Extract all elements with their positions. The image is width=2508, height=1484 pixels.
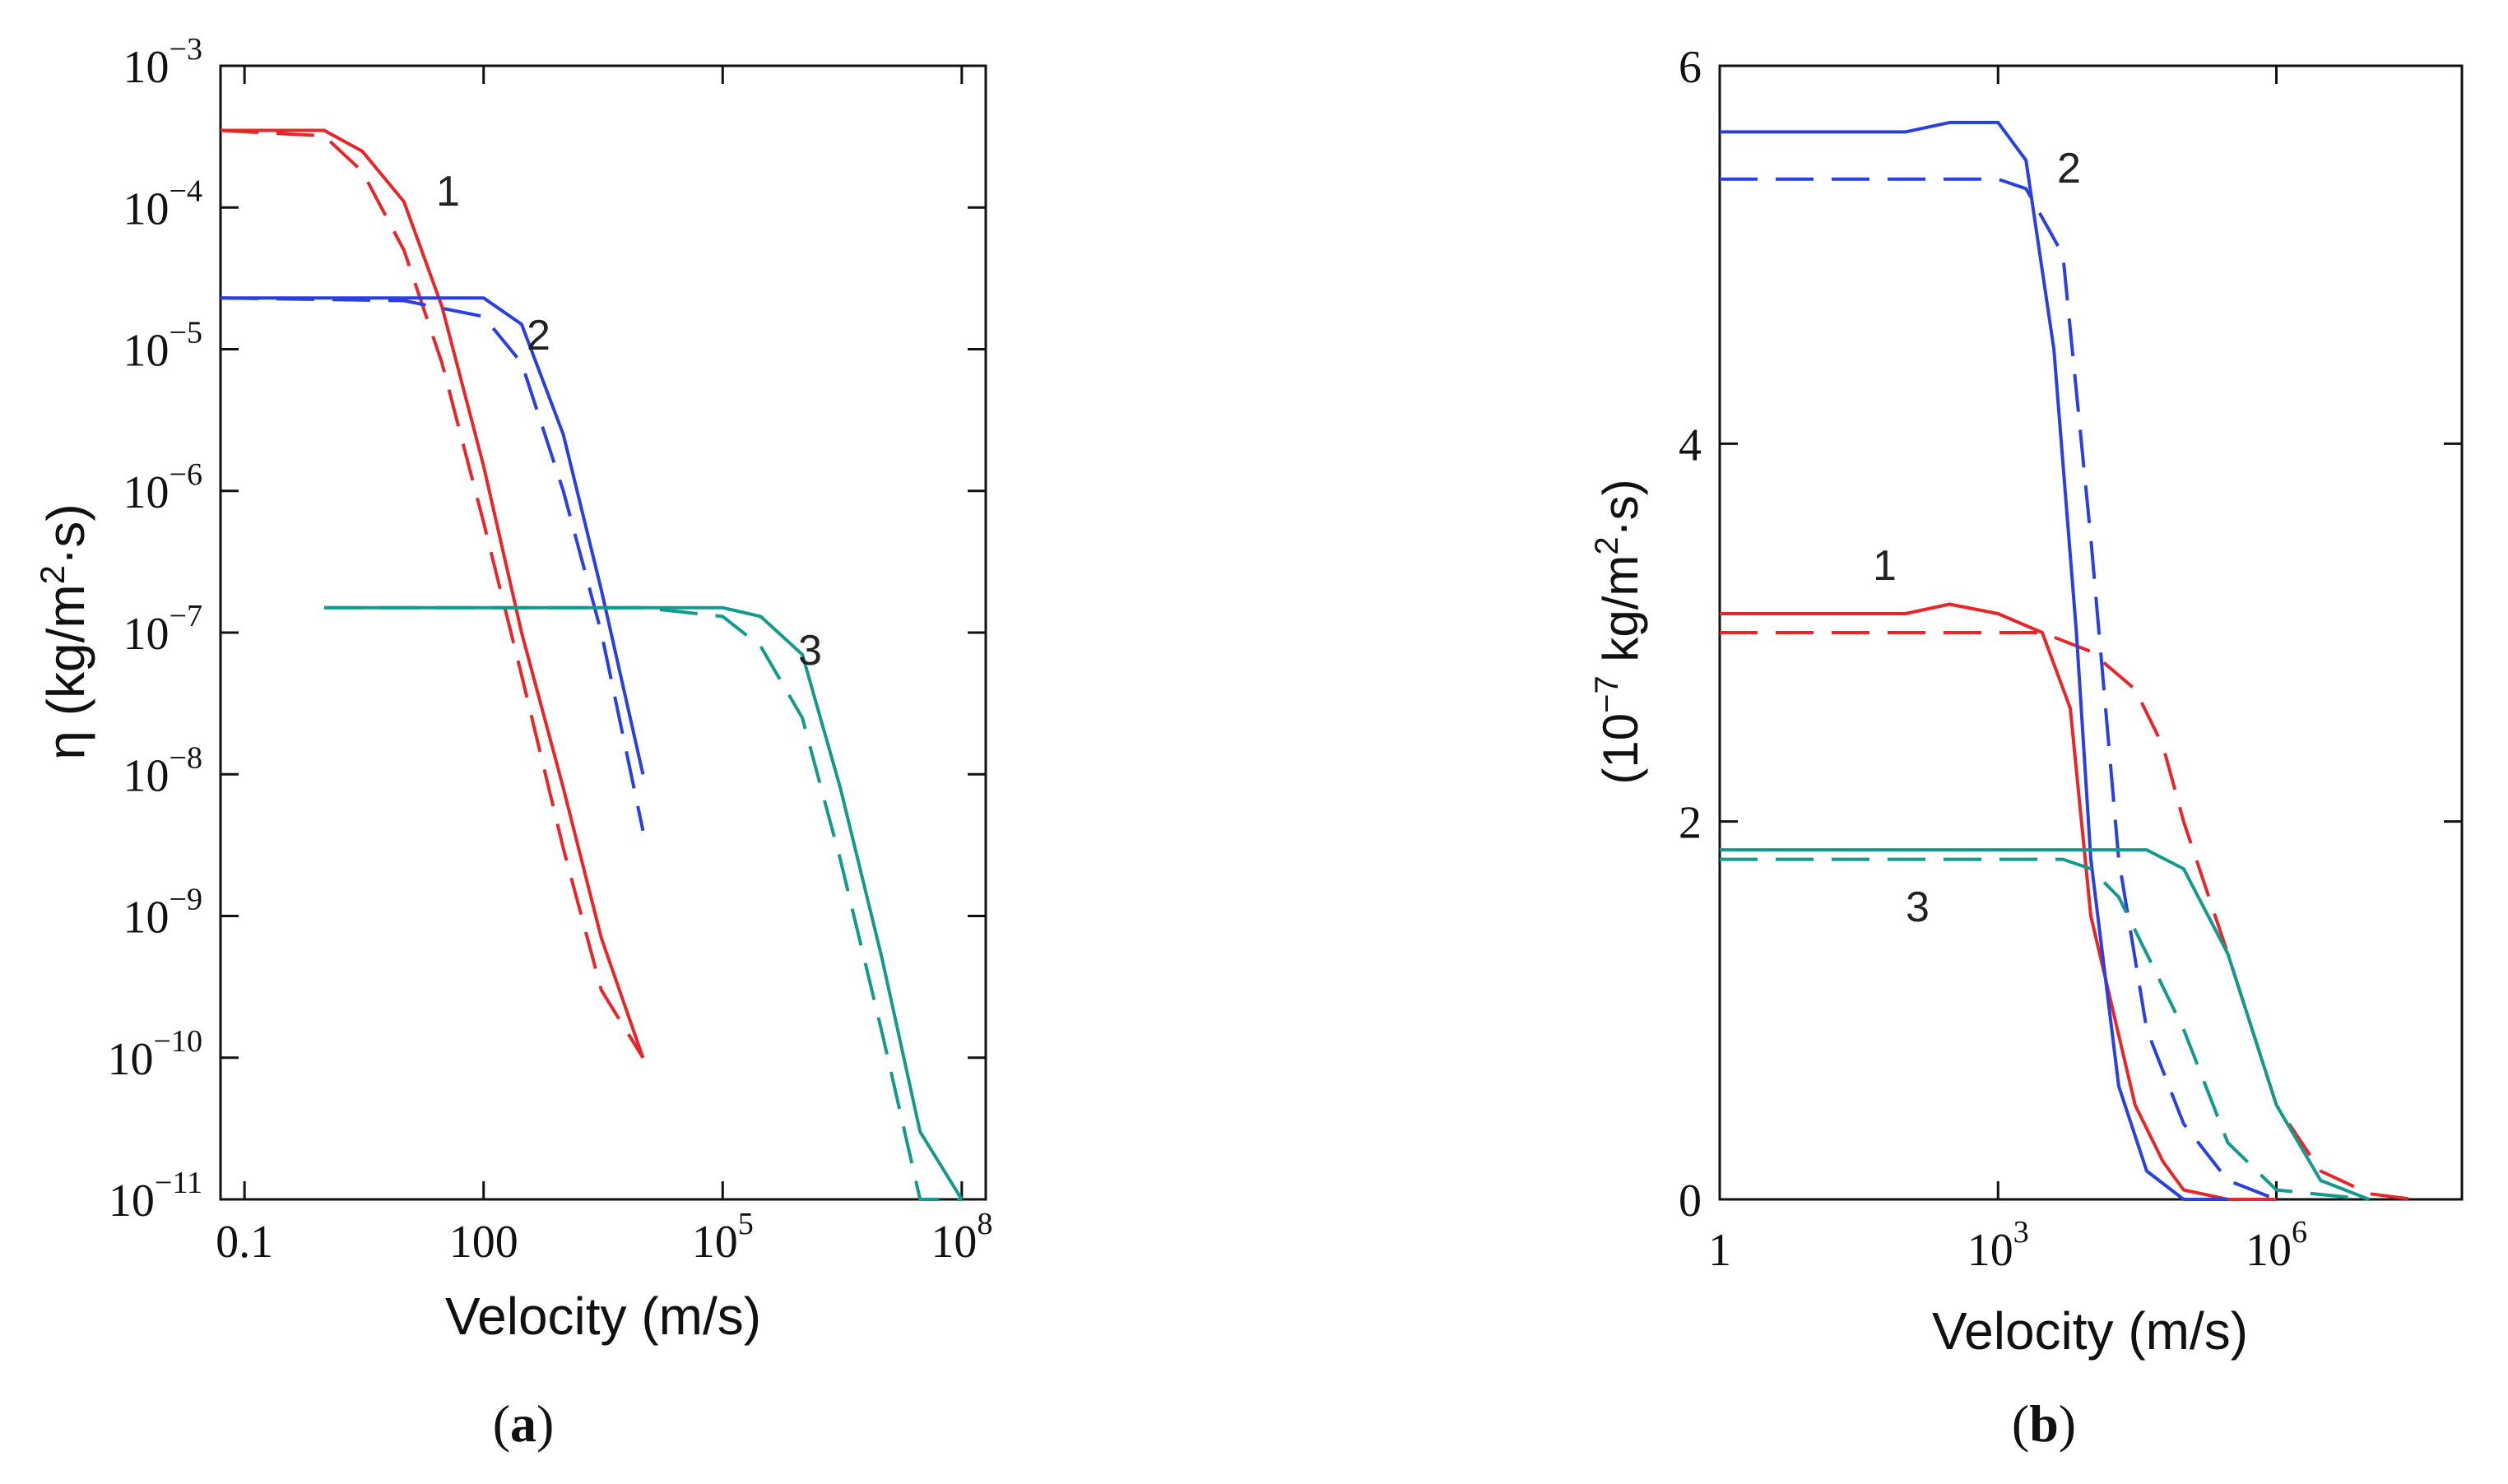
x-tick-label-b-1: 103	[1967, 1215, 2029, 1276]
y-tick-labels-a: 10−3 10−4 10−5 10−6 10−7 10−8 10−9 10−10 10−11	[107, 32, 202, 1227]
y-tick-label-a-8: 10−11	[109, 1166, 202, 1227]
plot-frame-b	[1718, 64, 2464, 1201]
x-tick-label-b-2: 106	[2246, 1215, 2307, 1276]
series-group-b	[1720, 120, 2414, 1201]
y-axis-title-b: (10−7 kg/m2·s)	[1589, 479, 1648, 784]
x-tick-labels-b: 1 103 106	[1708, 1215, 2307, 1276]
curve-label-1-a: 1	[436, 168, 460, 216]
curve-label-2-a: 2	[527, 312, 550, 359]
series-line-a-3-solid	[324, 605, 964, 1201]
series-line-b-2-solid	[1720, 120, 2228, 1201]
x-tick-label-a-3: 108	[931, 1207, 992, 1268]
curve-label-2-b: 2	[2057, 145, 2081, 192]
panel-label-a: (a)	[493, 1394, 555, 1453]
y-tick-label-b-2: 4	[1679, 420, 1702, 471]
x-tick-label-b-0: 1	[1708, 1225, 1731, 1276]
y-axis-title-a: η (kg/m2·s)	[33, 503, 95, 759]
y-tick-label-b-3: 6	[1679, 42, 1702, 93]
series-line-b-1-solid	[1720, 602, 2277, 1201]
curve-label-3-a: 3	[798, 627, 822, 675]
y-ticks-b	[1720, 442, 2462, 823]
curve-label-1-b: 1	[1873, 542, 1897, 590]
y-ticks-a	[221, 206, 986, 1060]
x-tick-labels-a: 0.1 100 105 108	[216, 1207, 992, 1268]
x-tick-label-a-0: 0.1	[216, 1217, 273, 1268]
series-line-b-2-dashed	[1720, 177, 2278, 1201]
series-line-b-3-dashed	[1720, 857, 2370, 1201]
y-tick-label-a-7: 10−10	[107, 1024, 202, 1085]
y-tick-label-a-4: 10−7	[123, 599, 202, 660]
panel-label-b: (b)	[2012, 1394, 2076, 1453]
series-line-b-3-solid	[1720, 848, 2371, 1201]
x-tick-label-a-2: 105	[692, 1207, 754, 1268]
series-group-a	[220, 128, 964, 1201]
series-line-a-1-dashed	[220, 128, 645, 1059]
series-line-a-2-solid	[221, 296, 645, 775]
y-tick-label-b-0: 0	[1679, 1176, 1702, 1227]
y-tick-labels-b: 0 2 4 6	[1679, 42, 1702, 1227]
y-tick-label-b-1: 2	[1679, 798, 1702, 849]
x-axis-title-b: Velocity (m/s)	[1932, 1301, 2248, 1361]
y-tick-label-a-0: 10−3	[123, 32, 202, 93]
x-ticks-a	[243, 66, 964, 1199]
panel-a: 0.1 100 105 108 10−310−410−510−610−710−810−…	[33, 32, 992, 1453]
y-tick-label-a-5: 10−8	[123, 740, 202, 801]
series-line-a-2-dashed	[220, 296, 645, 832]
y-tick-label-a-1: 10−4	[123, 174, 202, 234]
y-tick-label-a-6: 10−9	[123, 883, 202, 944]
y-tick-label-a-3: 10−6	[123, 457, 202, 518]
y-tick-label-a-2: 10−5	[123, 316, 202, 377]
x-tick-label-a-1: 100	[449, 1217, 518, 1268]
panel-b: 1 103 106 0 2 4 6 Velocity (m/s) (10−7 kg/m2·…	[1589, 42, 2464, 1453]
series-line-a-1-solid	[221, 128, 645, 1059]
series-line-b-1-dashed	[1720, 631, 2414, 1201]
plot-frame-a	[219, 64, 987, 1201]
x-axis-title-a: Velocity (m/s)	[445, 1287, 761, 1346]
series-line-a-3-dashed	[324, 605, 962, 1201]
curve-label-3-b: 3	[1906, 883, 1930, 931]
